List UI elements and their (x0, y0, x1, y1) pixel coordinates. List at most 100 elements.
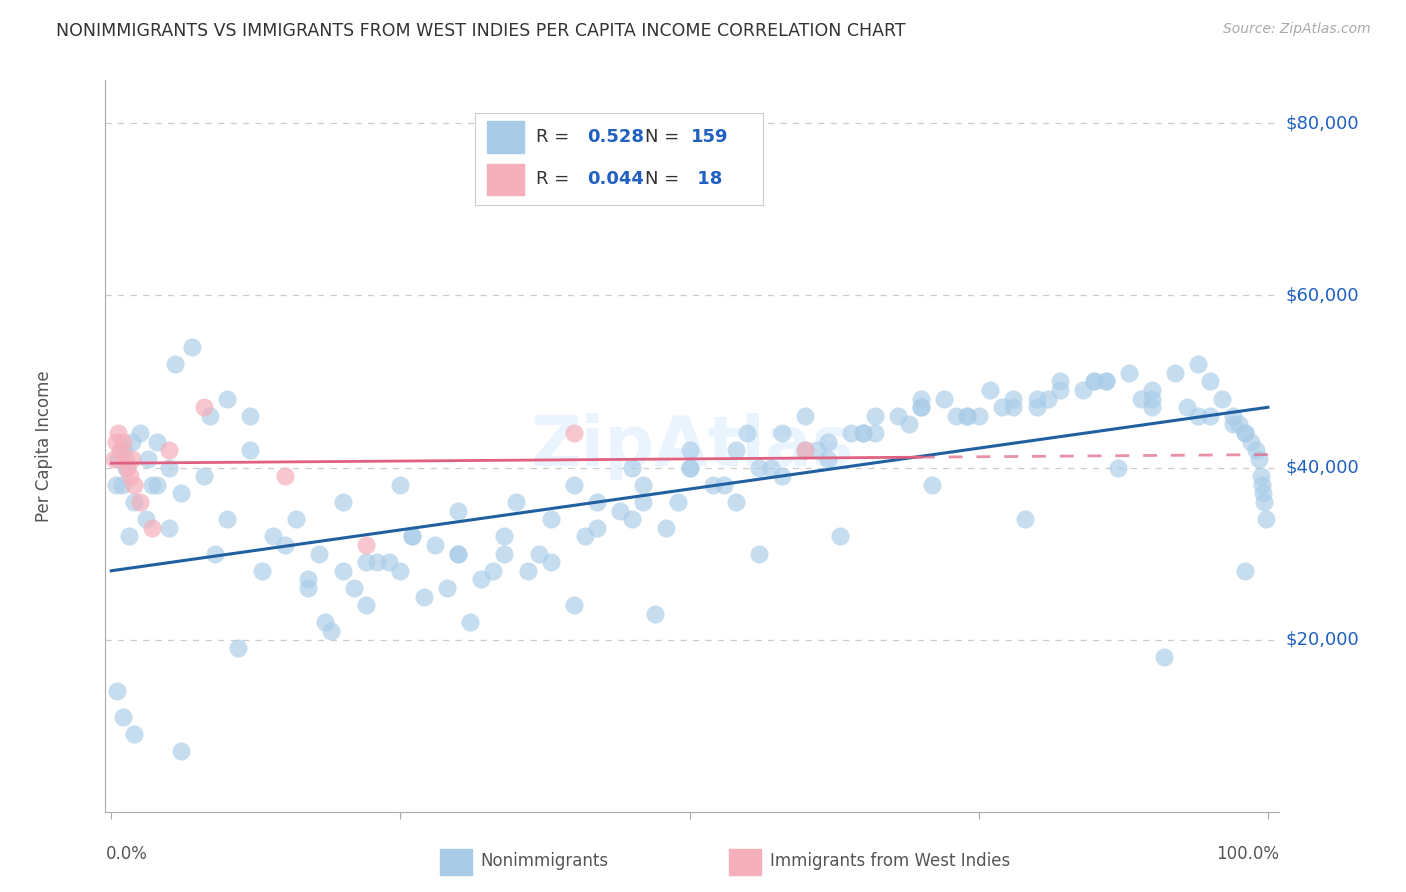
Point (817, 434, 839, 449)
Point (354, 555, 377, 569)
Point (135, 512, 157, 526)
Point (110, 443, 132, 458)
Text: 0.044: 0.044 (588, 170, 644, 188)
Bar (440, 849, 472, 875)
Text: $40,000: $40,000 (1285, 458, 1360, 476)
Point (262, 529, 284, 543)
Text: NONIMMIGRANTS VS IMMIGRANTS FROM WEST INDIES PER CAPITA INCOME CORRELATION CHART: NONIMMIGRANTS VS IMMIGRANTS FROM WEST IN… (56, 22, 905, 40)
Text: R =: R = (536, 128, 575, 146)
Point (1239, 434, 1261, 449)
Point (540, 512, 562, 526)
Point (806, 443, 828, 458)
Point (794, 409, 817, 423)
Point (770, 426, 793, 441)
Point (967, 409, 990, 423)
Text: 100.0%: 100.0% (1216, 845, 1279, 863)
Point (141, 521, 163, 535)
Point (204, 547, 226, 561)
Point (124, 477, 146, 491)
Point (991, 401, 1014, 415)
Point (1002, 401, 1025, 415)
Bar (486, 121, 524, 153)
Point (114, 451, 136, 466)
Point (1187, 409, 1209, 423)
Point (215, 392, 238, 406)
Point (1142, 401, 1164, 415)
Point (770, 469, 793, 483)
Point (527, 547, 550, 561)
Point (516, 564, 538, 578)
Point (389, 564, 412, 578)
Point (1233, 426, 1256, 441)
Point (470, 573, 492, 587)
Point (1083, 375, 1105, 389)
Point (1095, 375, 1118, 389)
Text: N =: N = (645, 128, 685, 146)
Point (121, 451, 143, 466)
Point (633, 477, 655, 491)
Point (1142, 383, 1164, 397)
Point (447, 547, 470, 561)
Point (540, 555, 562, 569)
Point (956, 409, 979, 423)
Point (482, 564, 505, 578)
Point (759, 460, 782, 475)
Point (678, 443, 700, 458)
Point (447, 503, 470, 517)
Point (104, 434, 127, 449)
Text: 0.528: 0.528 (588, 128, 644, 146)
Point (1251, 486, 1274, 500)
Point (945, 409, 967, 423)
Text: $80,000: $80,000 (1285, 114, 1360, 132)
Point (1222, 417, 1244, 432)
Point (1199, 375, 1222, 389)
Text: Nonimmigrants: Nonimmigrants (481, 852, 609, 871)
Text: R =: R = (536, 170, 575, 188)
Point (494, 547, 516, 561)
Point (1071, 383, 1094, 397)
Point (129, 495, 152, 509)
Point (702, 477, 724, 491)
Point (828, 529, 851, 543)
Point (141, 477, 163, 491)
Point (115, 460, 138, 475)
Point (169, 744, 191, 758)
Point (655, 521, 678, 535)
Point (1153, 649, 1175, 664)
Point (169, 486, 191, 500)
Point (921, 477, 943, 491)
Point (215, 512, 238, 526)
Point (1164, 366, 1187, 380)
Point (111, 434, 134, 449)
Point (1014, 512, 1036, 526)
Point (1233, 426, 1256, 441)
Text: 18: 18 (690, 170, 723, 188)
Point (297, 581, 319, 595)
Point (852, 426, 875, 441)
Point (366, 555, 388, 569)
Point (505, 495, 527, 509)
Point (898, 417, 921, 432)
Point (1025, 401, 1047, 415)
Point (107, 426, 129, 441)
Point (389, 477, 412, 491)
Point (198, 409, 221, 423)
Point (1247, 451, 1270, 466)
Point (297, 573, 319, 587)
Point (274, 469, 297, 483)
Point (401, 529, 423, 543)
Point (724, 495, 747, 509)
Point (136, 451, 159, 466)
Point (378, 555, 401, 569)
Point (163, 357, 186, 371)
Point (910, 401, 932, 415)
Point (852, 426, 875, 441)
Point (678, 460, 700, 475)
Point (1246, 443, 1268, 458)
Point (1129, 392, 1152, 406)
Point (1222, 409, 1244, 423)
Point (562, 426, 585, 441)
Point (458, 615, 481, 630)
Point (124, 727, 146, 741)
Point (193, 401, 215, 415)
